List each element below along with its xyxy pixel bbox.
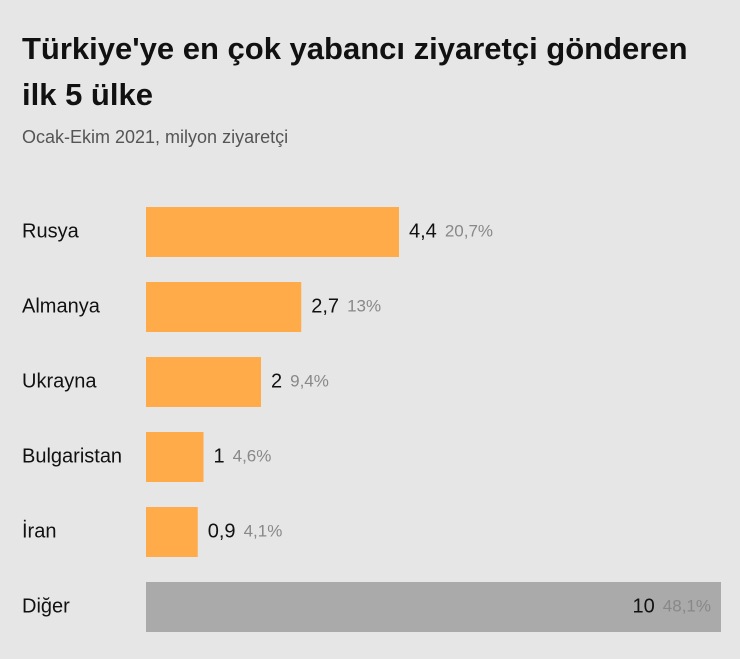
bar <box>146 507 198 557</box>
category-label: Ukrayna <box>22 370 97 392</box>
bar <box>146 582 721 632</box>
value-label: 2,7 <box>311 295 339 317</box>
share-label: 4,1% <box>244 521 283 540</box>
category-label: Rusya <box>22 220 80 242</box>
value-label: 0,9 <box>208 520 236 542</box>
value-label: 10 <box>633 595 655 617</box>
chart-subtitle: Ocak-Ekim 2021, milyon ziyaretçi <box>22 127 289 147</box>
value-label: 2 <box>271 370 282 392</box>
share-label: 13% <box>347 296 381 315</box>
bar <box>146 207 399 257</box>
category-label: İran <box>22 519 56 542</box>
share-label: 9,4% <box>290 371 329 390</box>
share-label: 48,1% <box>663 596 711 615</box>
category-label: Almanya <box>22 295 101 317</box>
category-label: Diğer <box>22 595 70 617</box>
bar <box>146 357 261 407</box>
bar <box>146 282 302 332</box>
chart-title: Türkiye'ye en çok yabancı ziyaretçi gönd… <box>22 31 688 112</box>
value-label: 1 <box>214 445 225 467</box>
share-label: 20,7% <box>445 221 493 240</box>
share-label: 4,6% <box>233 446 272 465</box>
category-label: Bulgaristan <box>22 445 122 467</box>
bar <box>146 432 204 482</box>
value-label: 4,4 <box>409 220 437 242</box>
